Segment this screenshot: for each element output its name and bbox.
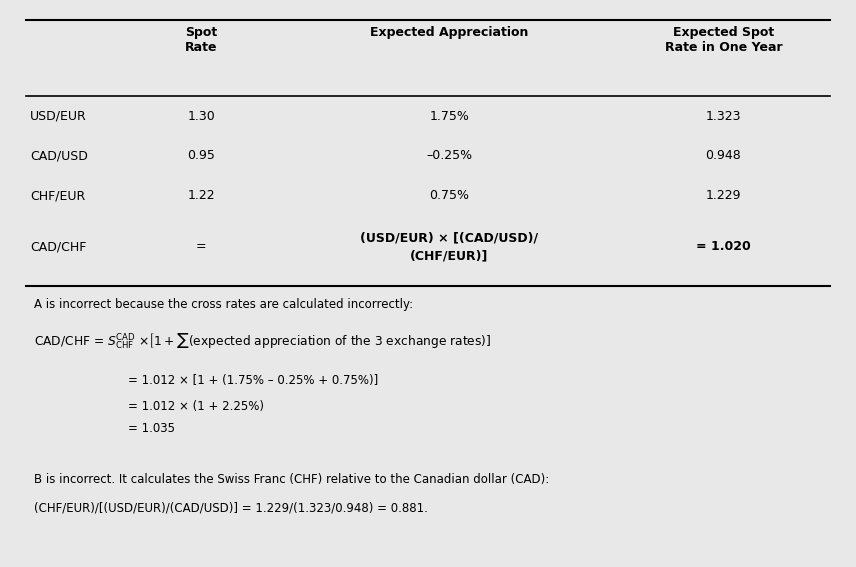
Text: 1.75%: 1.75% [430, 110, 469, 122]
Text: CAD/CHF = $S_{\mathregular{CHF}}^{\mathregular{CAD}}$ $\times\left[1 + \sum\righ: CAD/CHF = $S_{\mathregular{CHF}}^{\mathr… [34, 332, 491, 351]
Text: Expected Spot
Rate in One Year: Expected Spot Rate in One Year [664, 26, 782, 53]
Text: 0.75%: 0.75% [430, 189, 469, 202]
Text: Spot
Rate: Spot Rate [185, 26, 217, 53]
Text: CAD/CHF: CAD/CHF [30, 240, 86, 253]
Text: = 1.020: = 1.020 [696, 240, 751, 253]
Text: Expected Appreciation: Expected Appreciation [370, 26, 529, 39]
Text: 1.229: 1.229 [705, 189, 741, 202]
Text: 0.95: 0.95 [187, 150, 215, 162]
Text: 1.323: 1.323 [705, 110, 741, 122]
Text: CAD/USD: CAD/USD [30, 150, 88, 162]
Text: USD/EUR: USD/EUR [30, 110, 86, 122]
Text: 1.30: 1.30 [187, 110, 215, 122]
Text: 1.22: 1.22 [187, 189, 215, 202]
Text: 0.948: 0.948 [705, 150, 741, 162]
Text: CHF/EUR: CHF/EUR [30, 189, 86, 202]
Text: (CHF/EUR)/[(USD/EUR)/(CAD/USD)] = 1.229/(1.323/0.948) = 0.881.: (CHF/EUR)/[(USD/EUR)/(CAD/USD)] = 1.229/… [34, 502, 428, 515]
Text: =: = [196, 240, 206, 253]
Text: –0.25%: –0.25% [426, 150, 473, 162]
Text: (USD/EUR) × [(CAD/USD)/
(CHF/EUR)]: (USD/EUR) × [(CAD/USD)/ (CHF/EUR)] [360, 231, 538, 262]
Text: B is incorrect. It calculates the Swiss Franc (CHF) relative to the Canadian dol: B is incorrect. It calculates the Swiss … [34, 473, 550, 486]
Text: A is incorrect because the cross rates are calculated incorrectly:: A is incorrect because the cross rates a… [34, 298, 413, 311]
Text: = 1.012 × [1 + (1.75% – 0.25% + 0.75%)]: = 1.012 × [1 + (1.75% – 0.25% + 0.75%)] [128, 374, 378, 387]
Text: = 1.035: = 1.035 [128, 422, 175, 435]
Text: = 1.012 × (1 + 2.25%): = 1.012 × (1 + 2.25%) [128, 400, 265, 413]
